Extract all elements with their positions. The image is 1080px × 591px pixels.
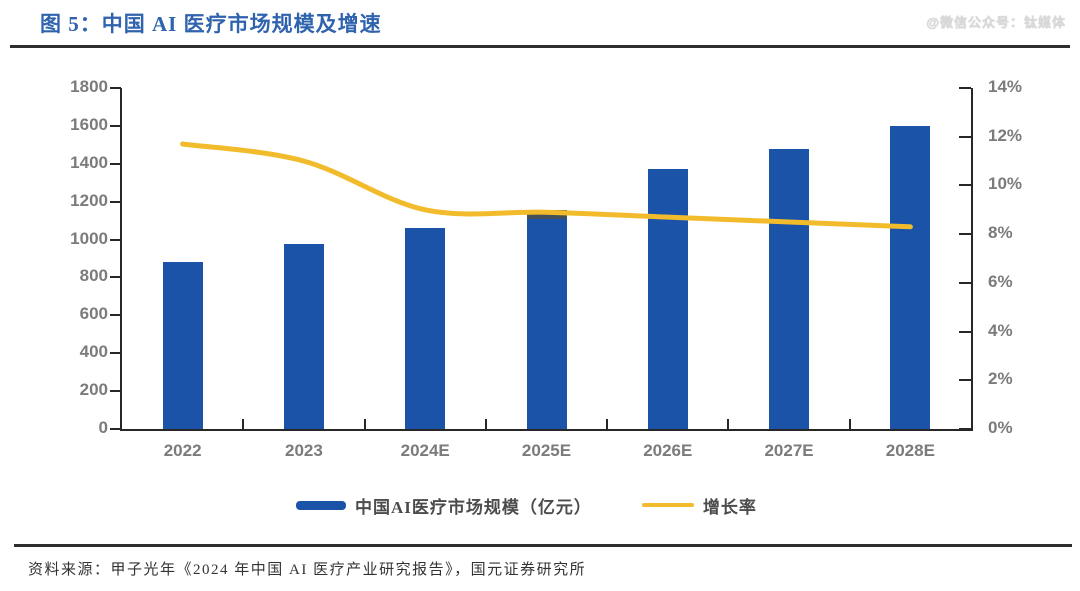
bar-2028E — [890, 126, 931, 429]
y-axis-left-tick — [110, 390, 121, 393]
y-axis-right-tick — [959, 87, 971, 89]
y-axis-right-tick — [959, 184, 971, 187]
x-axis-line — [120, 429, 973, 431]
legend-line-swatch-icon — [641, 503, 694, 507]
y-axis-left-line — [120, 88, 122, 431]
legend-label-growth-rate: 增长率 — [702, 497, 757, 517]
plot-area — [122, 88, 971, 429]
chart-legend: 中国AI医疗市场规模（亿元） 增长率 — [296, 492, 757, 518]
y-axis-right-label: 10% — [988, 174, 1023, 194]
legend-bar-swatch-icon — [296, 500, 346, 510]
y-axis-left-tick — [110, 238, 121, 241]
x-axis-label-2022: 2022 — [163, 441, 202, 460]
y-axis-right-label: 4% — [988, 320, 1013, 340]
y-axis-left-label: 1400 — [70, 152, 108, 172]
y-axis-right-label: 12% — [988, 125, 1023, 145]
y-axis-left-tick — [110, 428, 121, 430]
y-axis-left-tick — [110, 200, 121, 203]
bar-2023 — [283, 244, 324, 429]
y-axis-right-label: 2% — [988, 369, 1013, 389]
y-axis-left-tick — [110, 276, 121, 279]
bar-2024E — [405, 228, 446, 429]
bar-2026E — [647, 169, 688, 429]
y-axis-left-tick — [110, 87, 121, 89]
y-axis-right-tick — [959, 330, 971, 333]
figure-title: 图 5：中国 AI 医疗市场规模及增速 — [40, 12, 382, 36]
y-axis-right-label: 0% — [988, 418, 1013, 437]
x-axis-label-2027E: 2027E — [764, 441, 814, 460]
y-axis-left-label: 400 — [79, 342, 108, 362]
y-axis-left-label: 1000 — [70, 228, 108, 248]
bar-2025E — [526, 210, 567, 429]
growth-rate-line — [180, 141, 913, 230]
x-axis-tick — [242, 419, 245, 429]
legend-item-market-size: 中国AI医疗市场规模（亿元） — [296, 493, 592, 518]
x-axis-label-2026E: 2026E — [643, 441, 693, 460]
y-axis-left-label: 1600 — [70, 114, 108, 134]
y-axis-right-line — [971, 88, 973, 431]
y-axis-left-tick — [110, 162, 121, 165]
y-axis-right-label: 6% — [988, 271, 1013, 291]
x-axis-label-2023: 2023 — [285, 441, 323, 460]
y-axis-right-label: 14% — [988, 77, 1023, 96]
x-axis-tick — [606, 419, 609, 429]
y-axis-right-tick — [959, 281, 971, 284]
y-axis-right-tick — [959, 428, 971, 430]
legend-item-growth-rate: 增长率 — [641, 493, 757, 518]
x-axis-label-2025E: 2025E — [521, 441, 572, 460]
y-axis-left-label: 200 — [79, 380, 108, 400]
y-axis-right-tick — [959, 233, 971, 236]
bar-2027E — [769, 149, 810, 429]
title-underline — [10, 45, 1070, 48]
y-axis-left-tick — [110, 314, 121, 317]
growth-line-path — [180, 141, 913, 230]
y-axis-right-label: 8% — [988, 223, 1013, 243]
y-axis-right-tick — [959, 379, 971, 382]
y-axis-right-tick — [959, 135, 971, 138]
y-axis-left-label: 0 — [98, 418, 108, 437]
footer-divider — [14, 544, 1072, 547]
x-axis-tick — [848, 419, 851, 429]
y-axis-left-label: 600 — [79, 304, 108, 324]
bar-2022 — [162, 262, 203, 429]
x-axis-tick — [363, 419, 366, 429]
source-note: 资料来源：甲子光年《2024 年中国 AI 医疗产业研究报告》，国元证券研究所 — [28, 562, 587, 578]
legend-label-market-size: 中国AI医疗市场规模（亿元） — [355, 497, 592, 517]
y-axis-left-tick — [110, 352, 121, 355]
y-axis-left-label: 1800 — [70, 77, 108, 96]
x-axis-label-2028E: 2028E — [885, 441, 935, 460]
y-axis-left-label: 1200 — [70, 190, 108, 210]
x-axis-label-2024E: 2024E — [400, 441, 450, 460]
y-axis-left-tick — [110, 124, 121, 127]
watermark-text: @微信公众号：钛媒体 — [926, 15, 1066, 30]
x-axis-tick — [727, 419, 730, 429]
y-axis-left-label: 800 — [79, 266, 108, 286]
x-axis-tick — [484, 419, 487, 429]
